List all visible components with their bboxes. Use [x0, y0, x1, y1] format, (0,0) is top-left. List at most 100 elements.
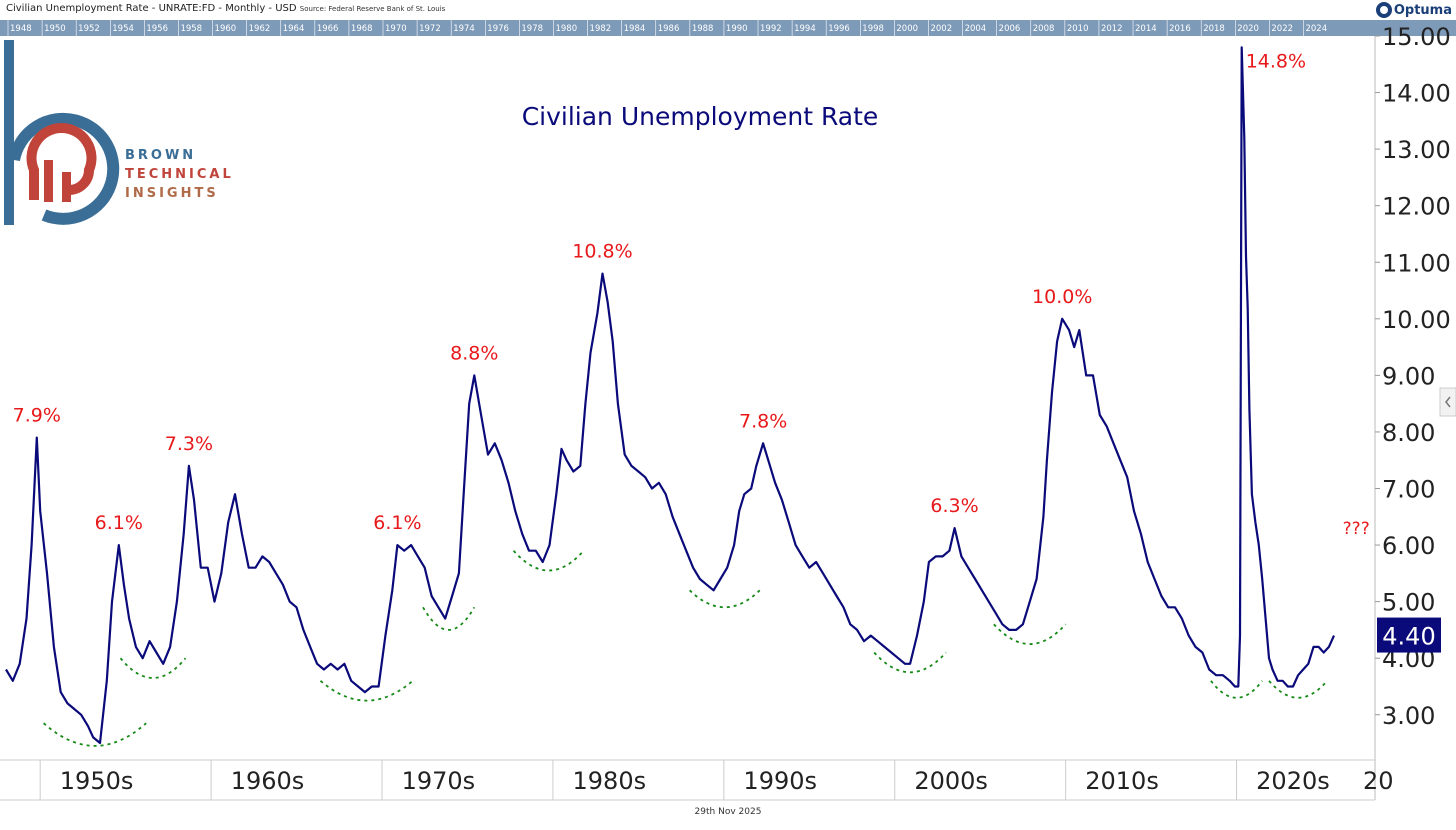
- optuma-brand-text: Optuma: [1393, 2, 1452, 18]
- overview-year-label: 1992: [760, 24, 782, 34]
- overview-year-label: 2002: [930, 24, 952, 34]
- overview-year-label: 1962: [249, 24, 271, 34]
- last-value-label: 4.40: [1382, 623, 1435, 651]
- overview-year-label: 1988: [692, 24, 714, 34]
- peak-annotation: 10.8%: [572, 241, 632, 263]
- overview-year-label: 1952: [78, 24, 100, 34]
- y-tick-label: 12.00: [1382, 193, 1451, 221]
- chevron-left-icon: [1445, 396, 1451, 408]
- peak-annotation: 7.3%: [165, 433, 213, 455]
- overview-year-label: 1958: [180, 24, 202, 34]
- overview-year-label: 1982: [590, 24, 612, 34]
- overview-year-label: 2020: [1237, 24, 1259, 34]
- bti-logo-mark-icon: [4, 40, 120, 225]
- overview-year-label: 1984: [624, 24, 646, 34]
- decade-label: 1950s: [60, 767, 134, 795]
- overview-year-label: 1998: [862, 24, 884, 34]
- overview-year-label: 1994: [794, 24, 816, 34]
- peak-annotation: ???: [1343, 519, 1370, 539]
- y-tick-label: 13.00: [1382, 136, 1451, 164]
- collapse-panel-tab: [1439, 387, 1456, 417]
- peak-annotation: 6.1%: [373, 512, 421, 534]
- y-tick-label: 10.00: [1382, 306, 1451, 334]
- decade-label: 2020s: [1256, 767, 1330, 795]
- trough-arc: [1210, 680, 1263, 699]
- y-tick-label: 11.00: [1382, 249, 1451, 277]
- overview-year-label: 2010: [1067, 24, 1089, 34]
- logo-text-technical: TECHNICAL: [125, 167, 234, 182]
- trough-arc: [422, 606, 476, 631]
- overview-year-label: 1986: [658, 24, 680, 34]
- overview-year-label: 1972: [419, 24, 441, 34]
- overview-year-label: 1948: [10, 24, 32, 34]
- chart-title: Civilian Unemployment Rate: [522, 102, 879, 131]
- trough-arc: [119, 657, 187, 679]
- overview-year-label: 2016: [1169, 24, 1191, 34]
- trough-arc: [873, 651, 947, 674]
- decade-label: 2000s: [914, 767, 988, 795]
- decade-label: 1990s: [743, 767, 817, 795]
- decade-label: 20: [1363, 767, 1394, 795]
- y-tick-label: 14.00: [1382, 80, 1451, 108]
- y-tick-label: 8.00: [1382, 419, 1435, 447]
- peak-annotation: 7.8%: [739, 410, 787, 432]
- overview-year-label: 2014: [1135, 24, 1157, 34]
- trough-arc: [319, 680, 414, 702]
- overview-year-label: 2008: [1033, 24, 1055, 34]
- peak-annotation: 7.9%: [13, 405, 61, 427]
- overview-year-label: 1970: [385, 24, 407, 34]
- overview-year-label: 2004: [965, 24, 987, 34]
- peak-annotation: 8.8%: [450, 342, 498, 364]
- trough-arc: [1268, 680, 1328, 699]
- y-tick-label: 15.00: [1382, 23, 1451, 51]
- footer-date: 29th Nov 2025: [694, 807, 762, 817]
- last-value-badge: [1377, 617, 1441, 653]
- overview-year-label: 2024: [1305, 24, 1327, 34]
- instrument-title: Civilian Unemployment Rate - UNRATE:FD -…: [6, 3, 297, 14]
- trough-arc: [689, 589, 761, 609]
- overview-year-label: 1956: [146, 24, 168, 34]
- logo-text-insights: INSIGHTS: [125, 186, 219, 201]
- decade-label: 1960s: [231, 767, 305, 795]
- trough-arc: [43, 722, 147, 747]
- decade-label: 1980s: [573, 767, 647, 795]
- decade-label: 2010s: [1085, 767, 1159, 795]
- optuma-logo: Optuma: [1375, 2, 1452, 18]
- chart-header: Civilian Unemployment Rate - UNRATE:FD -…: [0, 0, 1456, 20]
- logo-text-brown: BROWN: [125, 148, 197, 163]
- trough-arc: [512, 550, 585, 572]
- optuma-mark-icon: [1375, 2, 1392, 18]
- trough-arc: [993, 623, 1067, 645]
- overview-year-label: 1954: [112, 24, 134, 34]
- overview-year-label: 2018: [1203, 24, 1225, 34]
- overview-year-label: 1980: [555, 24, 577, 34]
- y-tick-label: 6.00: [1382, 532, 1435, 560]
- overview-year-label: 1990: [726, 24, 748, 34]
- overview-year-label: 2006: [999, 24, 1021, 34]
- overview-year-label: 1968: [351, 24, 373, 34]
- peak-annotation: 6.3%: [930, 495, 978, 517]
- overview-year-label: 2012: [1101, 24, 1123, 34]
- overview-year-label: 2000: [896, 24, 918, 34]
- y-tick-label: 7.00: [1382, 476, 1435, 504]
- y-tick-label: 3.00: [1382, 702, 1435, 730]
- peak-annotation: 14.8%: [1246, 50, 1306, 72]
- overview-year-label: 1976: [487, 24, 509, 34]
- overview-year-label: 1950: [44, 24, 66, 34]
- decade-label: 1970s: [402, 767, 476, 795]
- source-note: Source: Federal Reserve Bank of St. Loui…: [299, 5, 446, 13]
- chart-header-title: Civilian Unemployment Rate - UNRATE:FD -…: [6, 3, 445, 14]
- brown-technical-insights-logo: BROWN TECHNICAL INSIGHTS: [4, 40, 244, 240]
- overview-year-label: 1960: [215, 24, 237, 34]
- overview-year-label: 1964: [283, 24, 305, 34]
- y-tick-label: 5.00: [1382, 589, 1435, 617]
- peak-annotation: 10.0%: [1032, 286, 1092, 308]
- unemployment-rate-line: [5, 46, 1336, 745]
- overview-year-label: 1978: [521, 24, 543, 34]
- peak-annotation: 6.1%: [95, 512, 143, 534]
- overview-bar: [0, 20, 1456, 36]
- overview-year-label: 1966: [317, 24, 339, 34]
- overview-year-label: 2022: [1271, 24, 1293, 34]
- y-tick-label: 9.00: [1382, 362, 1435, 390]
